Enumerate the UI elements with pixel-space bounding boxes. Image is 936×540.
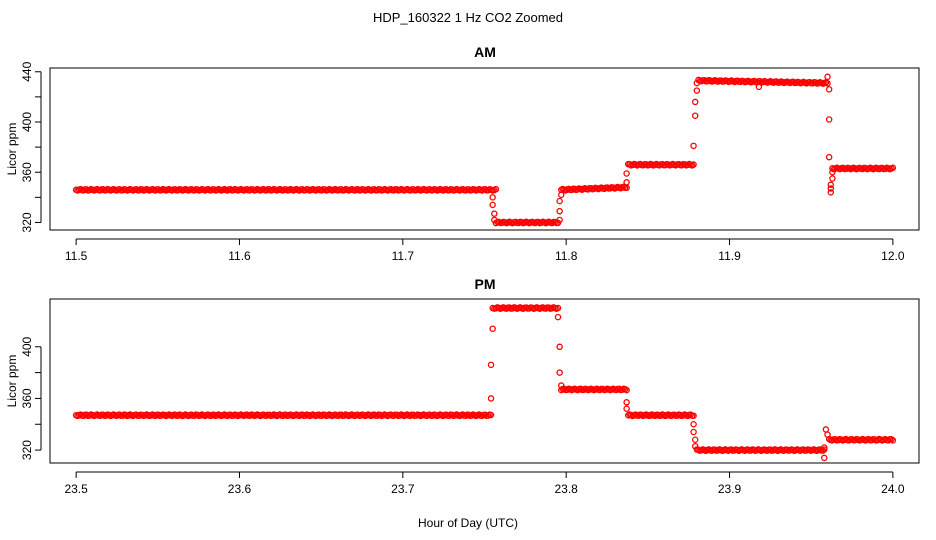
pm-data-point [821,454,828,462]
pm-x-tick-label: 23.6 [228,482,252,496]
pm-data-point [821,444,828,451]
x-axis-label: Hour of Day (UTC) [418,516,518,530]
pm-data-point [556,369,563,376]
am-x-tick-label: 11.5 [65,249,88,263]
pm-y-axis-label: Licor ppm [5,355,19,408]
am-data-point [829,168,836,176]
pm-data-point [623,399,630,406]
am-data-point [691,98,699,106]
pm-data-point [824,431,831,438]
pm-y-tick-label: 400 [20,336,34,356]
pm-plot-frame [49,298,920,464]
am-data-point [556,216,563,224]
pm-data-point [623,386,630,394]
pm-data-point [487,411,495,419]
am-plot-frame [49,67,920,231]
pm-points [72,304,897,462]
am-data-point [693,87,701,94]
am-data-point [889,164,897,172]
pm-x-tick-label: 23.7 [391,482,415,496]
pm-data-point [489,325,496,332]
am-panel: AM Licor ppm 11.5 11.6 11.7 11.8 11.9 12.0 32… [5,44,920,263]
am-data-point [693,79,701,87]
am-y-axis-label: Licor ppm [5,123,19,176]
pm-data-point [487,361,495,369]
am-data-point [824,80,831,87]
am-x-tick-label: 11.7 [392,249,415,263]
pm-data-point [889,437,897,444]
am-data-point [755,83,763,91]
am-x-tick-label: 12.0 [881,249,905,263]
am-x-tick-label: 11.8 [555,249,578,263]
am-data-point [491,216,498,224]
pm-data-point [691,442,699,450]
am-data-point [825,153,833,161]
am-data-point [690,161,697,168]
am-data-point [691,112,699,119]
am-data-point [558,191,565,199]
am-y-tick-label: 440 [20,61,34,81]
am-data-point [690,142,697,150]
pm-y-axis: 320 360 400 [20,336,42,460]
am-data-point [489,194,496,201]
pm-y-tick-label: 360 [20,388,34,408]
am-data-point [825,116,833,123]
am-y-tick-label: 320 [20,212,34,232]
am-panel-title: AM [474,44,496,60]
pm-data-point [554,304,562,312]
am-data-point [492,185,500,193]
pm-data-point [487,395,495,402]
pm-data-point [690,421,697,428]
am-data-point [556,197,563,205]
am-x-tick-label: 11.6 [228,249,251,263]
pm-x-tick-label: 23.5 [64,482,88,496]
pm-data-point [690,428,697,436]
am-x-tick-label: 11.9 [718,249,741,263]
pm-data-point [558,382,565,389]
pm-data-point [821,446,828,453]
pm-data-point [554,313,562,321]
am-data-point [556,207,563,215]
pm-data-point [822,426,830,433]
pm-data-point [690,412,697,419]
am-y-tick-label: 360 [20,162,34,182]
pm-x-axis: 23.5 23.6 23.7 23.8 23.9 24.0 [64,471,905,496]
am-data-point [827,181,835,189]
am-x-axis: 11.5 11.6 11.7 11.8 11.9 12.0 [65,238,905,263]
pm-x-tick-label: 23.8 [554,482,578,496]
am-data-point [827,189,835,196]
figure-title: HDP_160322 1 Hz CO2 Zoomed [373,10,563,25]
pm-panel: PM Licor ppm 23.5 23.6 23.7 23.8 23.9 24.0 32… [5,276,920,496]
pm-data-point [691,436,699,444]
am-data-point [623,179,630,186]
pm-x-tick-label: 24.0 [881,482,905,496]
am-data-point [825,86,833,93]
am-data-point [824,73,831,81]
am-data-point [829,175,836,182]
am-data-point [623,170,630,177]
pm-data-point [556,343,563,351]
am-data-point [827,185,835,192]
am-y-axis: 320 360 400 440 [20,61,42,232]
pm-data-point [623,405,630,413]
am-data-point [489,201,496,209]
am-points [72,73,897,227]
am-data-point [491,210,498,217]
pm-panel-title: PM [475,276,496,292]
pm-data-point [489,304,496,312]
am-y-tick-label: 400 [20,112,34,132]
pm-y-tick-label: 320 [20,440,34,460]
pm-x-tick-label: 23.9 [718,482,742,496]
